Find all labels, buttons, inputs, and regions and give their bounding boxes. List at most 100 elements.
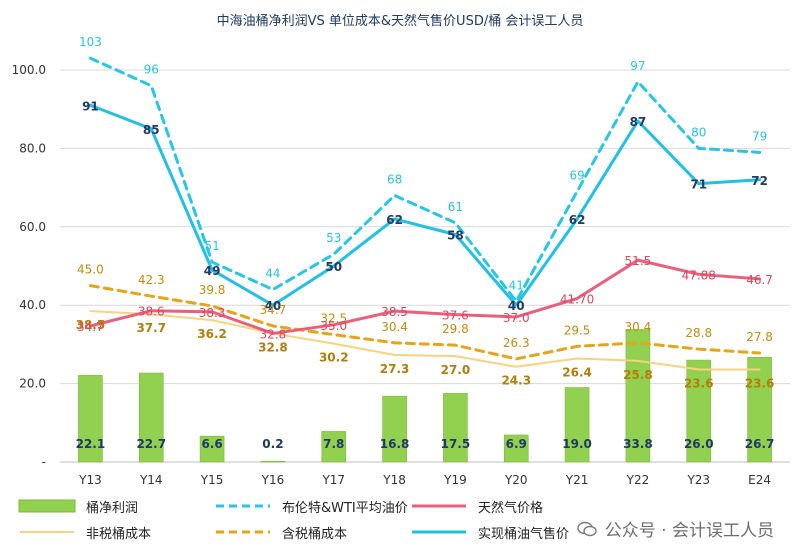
gas-data-label: 41.70	[560, 293, 594, 307]
brent-data-label: 53	[326, 231, 341, 245]
tax-cost-data-label: 29.5	[564, 323, 591, 337]
realized-data-label: 40	[265, 299, 282, 313]
legend-swatch-pink	[412, 504, 466, 508]
bar-net-profit	[503, 434, 529, 463]
realized-data-label: 72	[751, 174, 768, 188]
bar-data-label: 17.5	[441, 437, 471, 451]
brent-data-label: 97	[630, 59, 645, 73]
bar-data-label: 22.7	[136, 437, 166, 451]
tax-cost-data-label: 28.8	[685, 326, 712, 340]
brent-data-label: 69	[569, 169, 584, 183]
realized-data-label: 58	[447, 229, 464, 243]
bar-net-profit	[625, 329, 651, 463]
x-tick-label: Y19	[443, 473, 467, 487]
legend-swatch-cyan	[412, 530, 466, 534]
bar-data-label: 7.8	[323, 437, 344, 451]
legend-item-non-tax-cost: 非税桶成本	[18, 522, 151, 542]
non-tax-cost-data-label: 38.5	[76, 318, 106, 332]
legend-label: 实现桶油气售价	[478, 526, 570, 542]
brent-data-label: 51	[204, 239, 219, 253]
realized-data-label: 50	[325, 260, 342, 274]
watermark-text: 公众号 · 会计误工人员	[604, 521, 774, 541]
gas-data-label: 46.7	[746, 273, 773, 287]
gas-data-label: 51.5	[625, 254, 652, 268]
bar-net-profit	[382, 395, 407, 463]
tax-cost-data-label: 45.0	[77, 263, 104, 277]
non-tax-cost-data-label: 23.6	[684, 376, 714, 390]
brent-data-label: 68	[387, 172, 402, 186]
gas-data-label: 35.0	[320, 319, 347, 333]
x-tick-label: Y18	[382, 473, 406, 487]
bar-net-profit	[321, 431, 347, 463]
gas-data-label: 38.6	[138, 305, 165, 319]
realized-data-label: 40	[508, 299, 525, 313]
tax-cost-data-label: 27.8	[746, 330, 773, 344]
brent-data-label: 103	[79, 35, 102, 49]
line-non-tax-cost	[89, 310, 761, 371]
legend-label: 含税桶成本	[282, 526, 348, 542]
non-tax-cost-data-label: 24.3	[501, 374, 531, 388]
realized-data-label: 62	[386, 213, 403, 227]
bar-data-label: 6.9	[506, 437, 527, 451]
bar-net-profit	[443, 393, 468, 463]
y-tick-label: 60.0	[19, 220, 46, 234]
tax-cost-data-label: 30.4	[625, 320, 652, 334]
brent-data-label: 79	[752, 129, 767, 143]
gas-data-label: 34.7	[77, 320, 104, 334]
non-tax-cost-data-label: 37.7	[136, 321, 166, 335]
chart-title: 中海油桶净利润VS 单位成本&天然气售价USD/桶 会计误工人员	[216, 14, 584, 29]
bar-data-label: 19.0	[562, 437, 592, 451]
x-tick-label: Y21	[565, 473, 589, 487]
brent-data-label: 80	[691, 125, 706, 139]
legend-label: 非税桶成本	[86, 526, 152, 542]
brent-data-label: 96	[144, 63, 159, 77]
watermark: 公众号 · 会计误工人员	[577, 516, 774, 541]
y-tick-label: 80.0	[19, 141, 46, 155]
tax-cost-data-label: 42.3	[138, 273, 165, 287]
non-tax-cost-data-label: 23.6	[745, 376, 775, 390]
bar-net-profit	[199, 435, 225, 463]
brent-data-label: 61	[448, 200, 463, 214]
y-tick-label: -	[42, 455, 46, 469]
brent-data-label: 44	[265, 267, 280, 281]
realized-data-label: 85	[143, 123, 160, 137]
bar-net-profit	[138, 372, 164, 463]
realized-data-label: 87	[630, 115, 647, 129]
brent-data-label: 41	[509, 278, 524, 292]
bar-data-label: 26.7	[745, 437, 775, 451]
x-tick-label: Y16	[261, 473, 285, 487]
x-tick-label: Y17	[321, 473, 345, 487]
gas-data-label: 38.3	[199, 306, 226, 320]
legend-swatch-bar	[18, 499, 76, 513]
bar-net-profit	[260, 460, 286, 463]
y-tick-label: 100.0	[12, 63, 46, 77]
non-tax-cost-data-label: 32.8	[258, 340, 288, 354]
non-tax-cost-data-label: 27.0	[441, 363, 471, 377]
legend-swatch-dashed-orange	[216, 530, 270, 534]
line-tax-cost	[88, 284, 762, 361]
legend-swatch-dashed-cyan	[216, 504, 270, 508]
legend-swatch-light-orange	[20, 531, 74, 533]
non-tax-cost-data-label: 36.2	[197, 327, 227, 341]
bar-net-profit	[747, 357, 772, 463]
bar-net-profit	[686, 359, 712, 463]
legend-label: 布伦特&WTI平均油价	[282, 500, 408, 516]
tax-cost-data-label: 32.5	[320, 312, 347, 326]
realized-data-label: 91	[82, 99, 99, 113]
x-tick-label: Y23	[686, 473, 710, 487]
gas-data-label: 38.5	[381, 305, 408, 319]
wechat-icon	[577, 521, 597, 536]
bar-data-label: 22.1	[76, 437, 106, 451]
line-brent-wti	[88, 56, 762, 303]
non-tax-cost-data-label: 25.8	[623, 368, 653, 382]
bar-net-profit	[78, 375, 103, 463]
legend-item-brent-wti: 布伦特&WTI平均油价	[214, 496, 408, 516]
bar-data-label: 0.2	[262, 437, 283, 451]
combo-chart: - 20.0 40.0 60.0 80.0 100.0 Y13 Y14 Y15 Y16 Y17 Y18…	[12, 35, 790, 487]
non-tax-cost-data-label: 30.2	[319, 351, 349, 365]
realized-data-label: 62	[569, 213, 586, 227]
bar-net-profit	[564, 387, 590, 463]
non-tax-cost-data-label: 26.4	[562, 366, 592, 380]
x-tick-label: Y20	[504, 473, 528, 487]
bar-data-label: 16.8	[380, 437, 410, 451]
